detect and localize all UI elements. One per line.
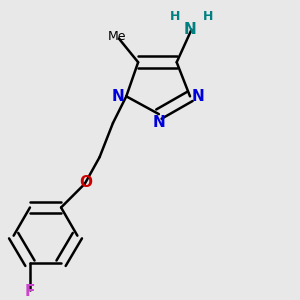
Text: O: O xyxy=(79,175,92,190)
Text: H: H xyxy=(202,10,213,23)
Text: H: H xyxy=(170,10,180,23)
Text: F: F xyxy=(25,284,35,299)
Text: N: N xyxy=(192,89,205,104)
Text: N: N xyxy=(112,89,124,104)
Text: N: N xyxy=(184,22,196,37)
Text: Me: Me xyxy=(107,30,126,43)
Text: N: N xyxy=(152,115,165,130)
